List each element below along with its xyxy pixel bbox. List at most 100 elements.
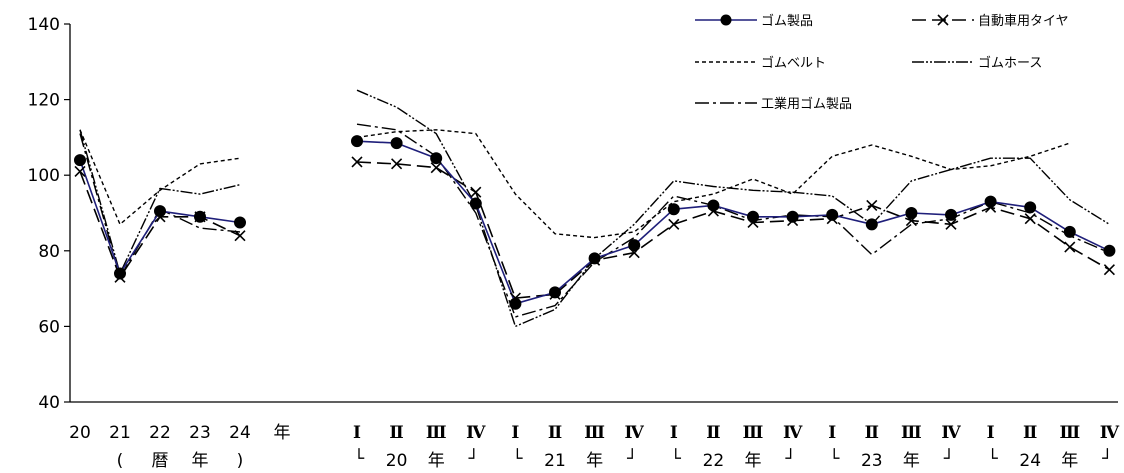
- legend-item: 工業用ゴム製品: [695, 96, 852, 112]
- x-tick-label-quarter: Ⅲ: [584, 423, 605, 443]
- x-tick-label-quarter: Ⅰ: [987, 423, 995, 443]
- x-tick-label-quarter: Ⅳ: [466, 423, 486, 443]
- legend-item: ゴムベルト: [695, 55, 826, 71]
- data-point-circle: [1103, 244, 1116, 257]
- data-point-circle: [194, 210, 206, 223]
- x-tick-label-quarter: Ⅰ: [828, 423, 836, 443]
- x-tick-label-quarter: Ⅳ: [1100, 423, 1120, 443]
- x-tick-label-quarter: Ⅲ: [743, 423, 764, 443]
- series-2-quarterly-line: [356, 129, 1071, 239]
- data-point-circle: [707, 199, 720, 212]
- data-point-circle: [905, 207, 918, 219]
- x-tick-label-annual: 23: [189, 423, 211, 443]
- annual-group-label: 年: [192, 451, 209, 471]
- y-tick-label: 80: [38, 242, 60, 262]
- data-point-circle: [628, 239, 641, 252]
- y-tick-label: 60: [38, 317, 60, 337]
- x-tick-label-quarter: Ⅲ: [426, 423, 447, 443]
- data-point-cross: [1024, 213, 1036, 225]
- x-tick-label-annual: 24: [229, 423, 251, 443]
- legend-item: ゴム製品: [695, 13, 813, 29]
- data-point-circle: [865, 218, 878, 231]
- x-tick-label-quarter: Ⅱ: [706, 423, 720, 443]
- data-point-circle: [351, 135, 363, 148]
- annual-group-label: 暦: [152, 451, 169, 471]
- data-point-circle: [390, 137, 403, 150]
- y-tick-labels: 40 60 80 100 120 140: [28, 15, 60, 413]
- data-point-circle: [469, 197, 482, 210]
- group-year-suffix: 年: [586, 451, 603, 471]
- y-tick-label: 40: [38, 393, 60, 413]
- data-point-circle: [430, 152, 443, 165]
- group-bracket-left: └: [829, 448, 840, 469]
- group-bracket-right: ┘: [784, 448, 795, 469]
- data-point-circle: [1024, 201, 1037, 214]
- x-tick-labels: 20 21 22 23 24 年 Ⅰ Ⅱ Ⅲ Ⅳ Ⅰ Ⅱ Ⅲ Ⅳ Ⅰ Ⅱ Ⅲ Ⅳ Ⅰ Ⅱ Ⅲ Ⅳ Ⅰ Ⅱ Ⅲ Ⅳ: [69, 423, 1120, 443]
- data-point-circle: [114, 267, 126, 280]
- data-point-circle: [154, 205, 166, 218]
- series-1-annual-line: [79, 171, 241, 279]
- x-group-labels: (暦 年) └ 20 年 ┘ └ 21 年 ┘ └ 22 年 ┘ └ 23 年 ┘ └ 24 年 ┘: [117, 448, 1113, 471]
- x-tick-label-annual: 21: [109, 423, 131, 443]
- legend-item: 自動車用タイヤ: [912, 14, 1069, 29]
- group-bracket-left: └: [987, 448, 998, 469]
- x-tick-label-quarter: Ⅰ: [353, 423, 361, 443]
- axes: [64, 23, 1118, 403]
- x-tick-label-quarter: Ⅰ: [670, 423, 678, 443]
- data-point-circle: [74, 154, 86, 167]
- series-0-quarterly-line: [356, 140, 1110, 305]
- annual-group-label: ): [237, 451, 244, 471]
- data-point-cross: [470, 186, 482, 198]
- data-point-circle: [509, 297, 522, 310]
- data-point-cross: [1064, 241, 1076, 253]
- data-point-cross: [866, 199, 878, 212]
- data-point-circle: [667, 203, 680, 216]
- legend-label: 自動車用タイヤ: [978, 14, 1069, 29]
- x-tick-label-quarter: Ⅱ: [548, 423, 562, 443]
- data-point-circle: [234, 216, 246, 229]
- group-year-suffix: 年: [903, 451, 920, 471]
- group-bracket-left: └: [354, 448, 365, 469]
- series-1-quarterly-line: [356, 161, 1110, 299]
- y-tick-label: 100: [28, 166, 60, 186]
- x-tick-label-quarter: Ⅳ: [941, 423, 961, 443]
- group-bracket-right: ┘: [943, 448, 954, 469]
- data-point-circle: [945, 208, 957, 221]
- data-point-cross: [945, 218, 957, 230]
- data-point-cross: [74, 165, 86, 177]
- x-annual-suffix: 年: [274, 423, 291, 443]
- group-bracket-left: └: [671, 448, 682, 469]
- data-point-circle: [1063, 225, 1076, 238]
- data-point-circle: [549, 286, 561, 299]
- data-point-cross: [430, 162, 442, 174]
- group-bracket-right: ┘: [1101, 448, 1112, 469]
- group-bracket-right: ┘: [626, 448, 637, 469]
- series-2-annual-line: [79, 129, 241, 226]
- x-tick-label-quarter: Ⅱ: [865, 423, 879, 443]
- legend-label: ゴムホース: [978, 55, 1042, 71]
- x-tick-label-quarter: Ⅰ: [511, 423, 519, 443]
- legend-swatch-marker: [937, 14, 949, 26]
- x-tick-label-quarter: Ⅱ: [1023, 423, 1037, 443]
- y-tick-label: 140: [28, 15, 60, 35]
- group-year-suffix: 年: [745, 451, 762, 471]
- legend-item: ゴムホース: [912, 55, 1042, 71]
- group-year-suffix: 年: [428, 451, 445, 471]
- x-tick-label-quarter: Ⅳ: [783, 423, 803, 443]
- group-bracket-right: ┘: [468, 448, 479, 469]
- y-tick-label: 120: [28, 91, 60, 111]
- series-3-annual-line: [79, 129, 241, 275]
- legend-label: 工業用ゴム製品: [761, 96, 852, 112]
- group-bracket-left: └: [512, 448, 523, 469]
- data-point-cross: [234, 230, 246, 242]
- x-tick-label-quarter: Ⅲ: [1059, 423, 1080, 443]
- group-year-label: 21: [544, 451, 566, 471]
- x-tick-label-quarter: Ⅱ: [389, 423, 403, 443]
- data-point-circle: [826, 208, 839, 221]
- group-year-label: 23: [861, 451, 883, 471]
- group-year-label: 24: [1019, 451, 1041, 471]
- data-point-circle: [747, 210, 759, 223]
- x-tick-label-annual: 22: [149, 423, 171, 443]
